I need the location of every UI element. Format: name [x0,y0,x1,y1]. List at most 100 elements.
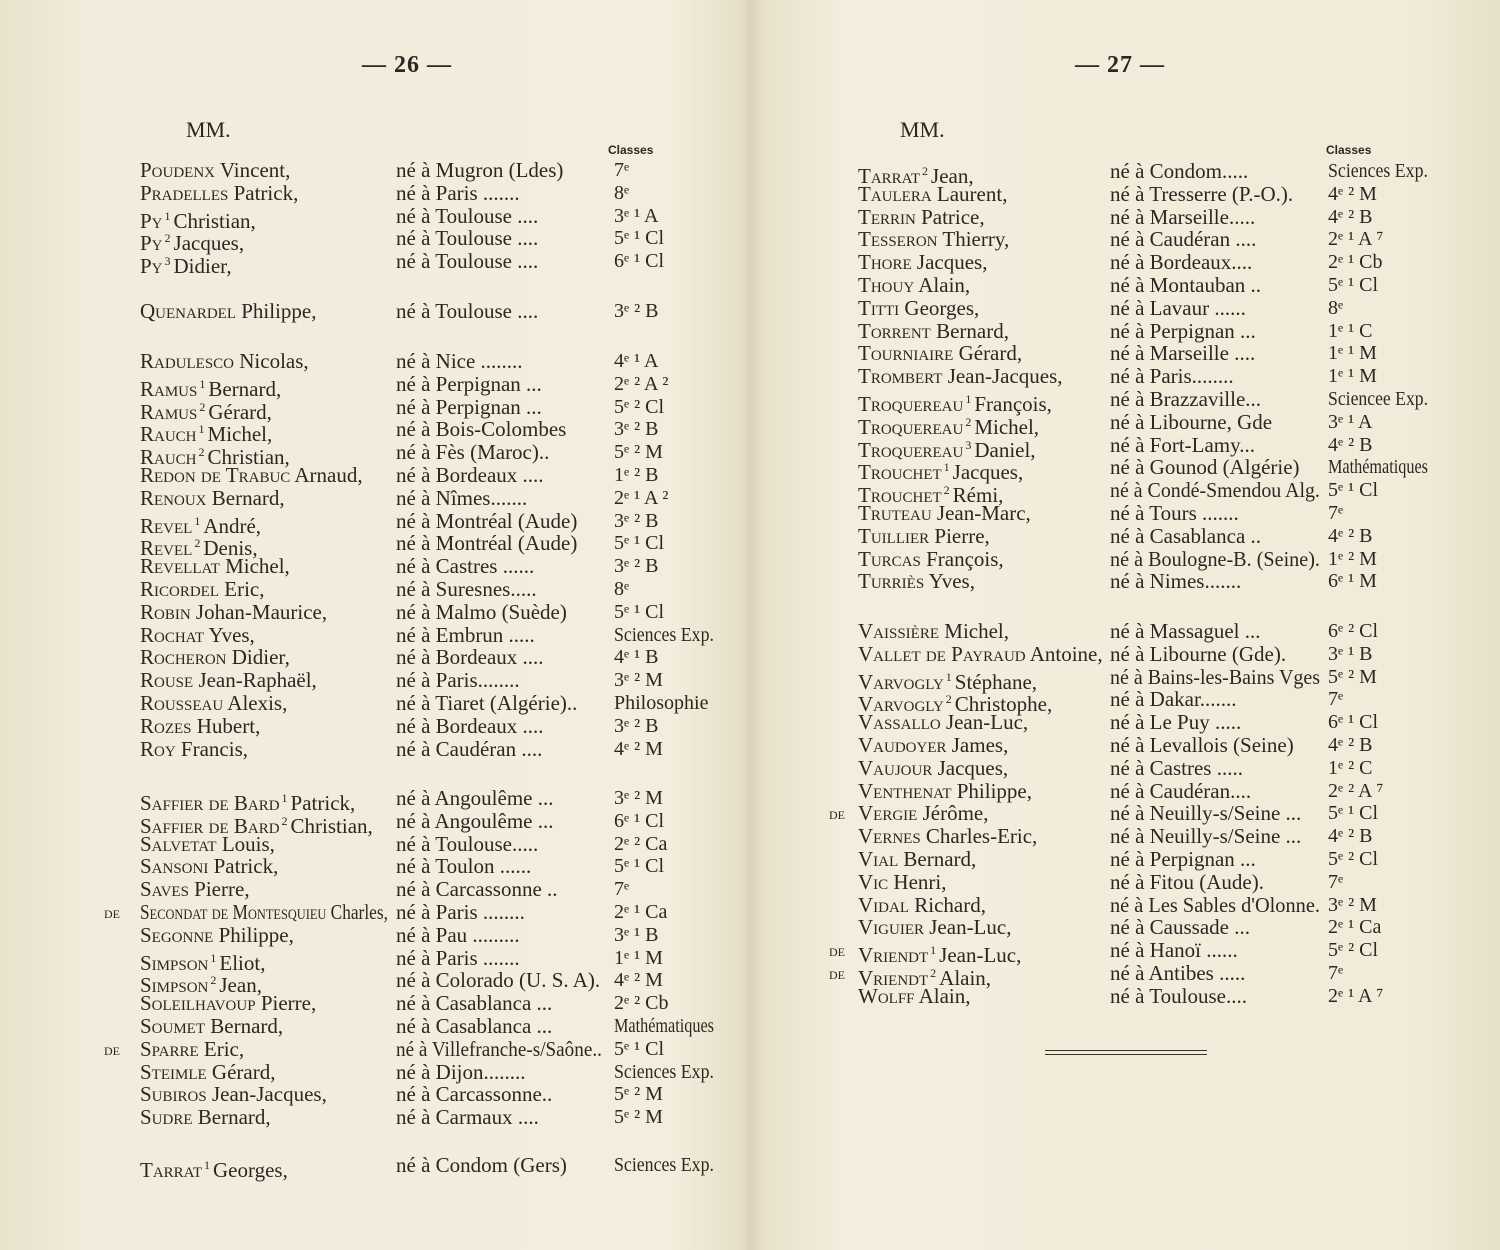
birthplace: né à Libourne (Gde). [1110,642,1286,666]
list-entry: Ricordel Eric, né à Suresnes..... 8ᵉ [0,578,750,601]
given-name: Yves, [928,569,975,594]
place-name: Casablanca ... [435,991,553,1016]
double-rule-divider [1045,1050,1207,1055]
place-name: Bordeaux .... [435,463,544,487]
born-label: né à [396,371,431,396]
student-name: Rocheron Didier, [140,646,290,669]
surname: Steimle [140,1059,207,1084]
birthplace: né à Castres ...... [396,555,534,578]
student-name: Tuillier Pierre, [858,524,990,548]
classes-column-header: Classes [608,143,654,157]
student-name: Rochat Yves, [140,622,255,647]
list-entry: de Vergie Jérôme, né à Neuilly-s/Seine ...… [750,802,1500,825]
birthplace: né à Caussade ... [1110,916,1250,939]
surname: Roy [140,736,176,761]
place-name: Tours ....... [1149,501,1239,525]
birthplace: né à Fitou (Aude). [1110,870,1264,894]
class-level: 5ᵉ ¹ Cl [614,227,665,250]
given-name: Philippe, [218,922,294,947]
class-level: 6ᵉ ¹ Cl [614,250,665,273]
place-name: Angoulême ... [434,808,554,833]
student-name: Viguier Jean-Luc, [858,916,1011,939]
student-name: Sudre Bernard, [140,1106,271,1129]
born-label: né à [396,203,431,228]
place-name: Mugron (Ldes) [435,158,564,182]
born-label: né à [1110,523,1145,548]
birthplace: né à Dijon........ [396,1060,526,1084]
surname: Varvogly [858,669,944,694]
student-name: Troquereau 3 Daniel, [858,434,1036,462]
place-name: Gounod (Algérie) [1149,455,1300,480]
birthplace: né à Toulouse.... [1110,984,1247,1008]
student-name: Turcas François, [858,547,1004,571]
born-label: né à [396,645,431,670]
class-level: 2ᵉ ² A ⁷ [1328,779,1384,802]
place-name: Toulouse..... [435,831,539,856]
birthplace: né à Montauban .. [1110,274,1261,297]
surname: Rousseau [140,691,224,715]
list-entry: Rauch 1 Michel, né à Bois-Colombes 3ᵉ ² B [0,418,750,446]
place-name: Toulouse .... [435,299,539,323]
list-entry: Viguier Jean-Luc, né à Caussade ... 2ᵉ ¹ C… [750,916,1500,939]
salutation: MM. [186,117,231,142]
place-name: Colorado (U. S. A). [435,968,601,993]
list-entry: Radulesco Nicolas, né à Nice ........ 4ᵉ ¹… [0,350,750,373]
class-level: 5ᵉ ¹ Cl [1328,274,1379,296]
list-entry: Saves Pierre, né à Carcassonne .. 7ᵉ [0,878,750,901]
surname: Rochat [140,622,205,647]
class-level: 5ᵉ ¹ Cl [614,532,665,555]
given-name: Bernard, [210,1014,284,1038]
birthplace: né à Angoulême ... [396,787,553,810]
given-name: Michel, [944,619,1009,643]
place-name: Bordeaux .... [435,645,544,670]
sibling-number: 1 [204,1158,211,1172]
surname: Tarrat [140,1158,203,1182]
place-name: Neuilly-s/Seine ... [1149,824,1302,849]
born-label: né à [396,1036,428,1061]
birthplace: né à Paris ........ [396,901,525,924]
place-name: Fort-Lamy... [1149,432,1256,457]
given-name: Hubert, [196,713,261,738]
given-name: Georges, [213,1158,288,1182]
place-name: Nîmes....... [435,485,528,510]
student-name: Salvetat Louis, [140,832,275,856]
given-name: Antoine, [1029,641,1103,666]
list-entry: Tuillier Pierre, né à Casablanca .. 4ᵉ ² B [750,523,1500,548]
born-label: né à [1110,227,1145,252]
born-label: né à [396,900,431,924]
place-name: Libourne, Gde [1149,409,1273,434]
born-label: né à [396,922,431,947]
student-name: Thore Jacques, [858,251,987,274]
surname: Vic [858,869,889,894]
place-name: Paris........ [1149,364,1234,389]
class-level: 3ᵉ ¹ A [1328,410,1373,433]
salutation: MM. [900,117,945,142]
class-level: 3ᵉ ² B [614,714,659,737]
surname: Viguier [858,915,924,940]
given-name: Alexis, [227,691,288,715]
birthplace: né à Perpignan ... [1110,848,1256,871]
student-name: Wolff Alain, [858,983,971,1008]
born-label: né à [1110,778,1145,803]
right-page-27: — 27 — MM. Classes Tarrat 2 Jean, né à Cond… [750,0,1500,1250]
surname: Sparre [140,1036,199,1061]
surname: Revel [140,513,193,538]
surname: Vriendt [858,966,929,990]
surname: Vassallo [858,710,941,735]
born-label: né à [396,226,431,251]
given-name: André, [203,513,262,538]
surname: Robin [140,599,191,624]
sibling-number: 2 [945,692,952,707]
sibling-number: 2 [965,414,972,429]
given-name: Alain, [918,983,971,1008]
given-name: Pierre, [194,877,250,902]
surname: Simpson [140,973,209,998]
born-label: né à [396,180,431,205]
surname: Trouchet [858,483,942,508]
birthplace: né à Perpignan ... [1110,319,1256,343]
place-name: Castres ...... [435,554,535,579]
surname: Rocheron [140,645,227,670]
list-entry: Tarrat 1 Georges, né à Condom (Gers) Science… [0,1154,750,1182]
name-prefix: de [104,1039,120,1059]
class-level: 4ᵉ ¹ B [614,646,659,669]
